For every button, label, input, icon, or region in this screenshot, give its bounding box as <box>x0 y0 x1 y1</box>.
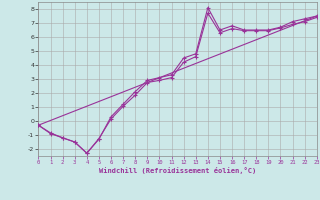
X-axis label: Windchill (Refroidissement éolien,°C): Windchill (Refroidissement éolien,°C) <box>99 167 256 174</box>
